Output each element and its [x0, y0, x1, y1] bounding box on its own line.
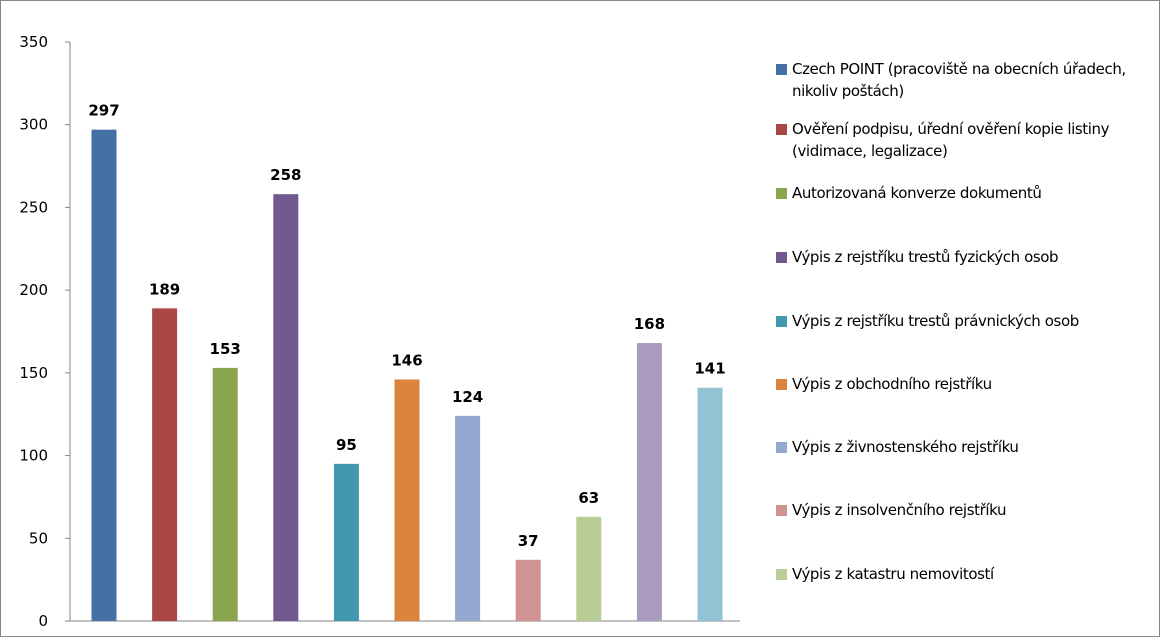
bar — [394, 379, 420, 621]
legend-item: Czech POINT (pracoviště na obecních úřad… — [776, 58, 1158, 102]
data-label: 258 — [270, 166, 301, 184]
bar — [273, 194, 299, 622]
legend-label: Ověření podpisu, úřední ověření kopie li… — [792, 120, 1110, 160]
legend-swatch — [776, 505, 787, 516]
legend-swatch — [776, 64, 787, 75]
y-tick-label: 250 — [19, 198, 48, 216]
legend-label: Czech POINT (pracoviště na obecních úřad… — [792, 60, 1126, 100]
data-label: 153 — [210, 340, 241, 358]
legend-label: Výpis z rejstříku trestů právnických oso… — [792, 312, 1079, 330]
bar — [515, 559, 541, 621]
legend-swatch — [776, 442, 787, 453]
y-tick-label: 50 — [29, 529, 48, 547]
legend-label: Výpis z katastru nemovitostí — [792, 565, 994, 583]
legend-label: Výpis z obchodního rejstříku — [792, 375, 992, 393]
data-label: 297 — [88, 102, 119, 120]
legend-item: Výpis z obchodního rejstříku — [776, 373, 1158, 395]
legend-item: Výpis z rejstříku trestů fyzických osob — [776, 246, 1158, 268]
y-tick-label: 350 — [19, 33, 48, 51]
data-label: 189 — [149, 280, 180, 298]
legend-swatch — [776, 252, 787, 263]
bar — [212, 367, 238, 621]
bar — [697, 387, 723, 621]
legend-label: Výpis z insolvenčního rejstříku — [792, 501, 1007, 519]
legend-swatch — [776, 379, 787, 390]
y-tick-label: 150 — [19, 364, 48, 382]
legend-swatch — [776, 124, 787, 135]
bar — [152, 308, 178, 621]
legend-item: Výpis z rejstříku trestů právnických oso… — [776, 310, 1158, 332]
y-tick-label: 100 — [19, 447, 48, 465]
y-tick-label: 300 — [19, 116, 48, 134]
legend-label: Výpis z rejstříku trestů fyzických osob — [792, 248, 1059, 266]
legend-label: Autorizovaná konverze dokumentů — [792, 184, 1042, 202]
legend-swatch — [776, 188, 787, 199]
data-label: 141 — [694, 360, 725, 378]
data-label: 168 — [634, 315, 665, 333]
y-tick-label: 0 — [38, 612, 48, 630]
bar — [576, 516, 602, 621]
legend-item: Výpis z živnostenského rejstříku — [776, 436, 1158, 458]
legend-label: Výpis z živnostenského rejstříku — [792, 438, 1019, 456]
legend-item: Výpis z katastru nemovitostí — [776, 563, 1158, 585]
bar — [333, 463, 359, 621]
bar — [455, 415, 481, 621]
data-label: 146 — [391, 351, 422, 369]
data-label: 95 — [336, 436, 357, 454]
legend-item: Výpis z insolvenčního rejstříku — [776, 499, 1158, 521]
bar — [636, 343, 662, 621]
data-label: 63 — [578, 489, 599, 507]
legend-item: Ověření podpisu, úřední ověření kopie li… — [776, 118, 1158, 162]
legend-swatch — [776, 569, 787, 580]
y-tick-label: 200 — [19, 281, 48, 299]
data-label: 124 — [452, 388, 483, 406]
bar — [91, 129, 117, 622]
legend-item: Autorizovaná konverze dokumentů — [776, 182, 1158, 204]
data-label: 37 — [518, 532, 539, 550]
legend-swatch — [776, 316, 787, 327]
